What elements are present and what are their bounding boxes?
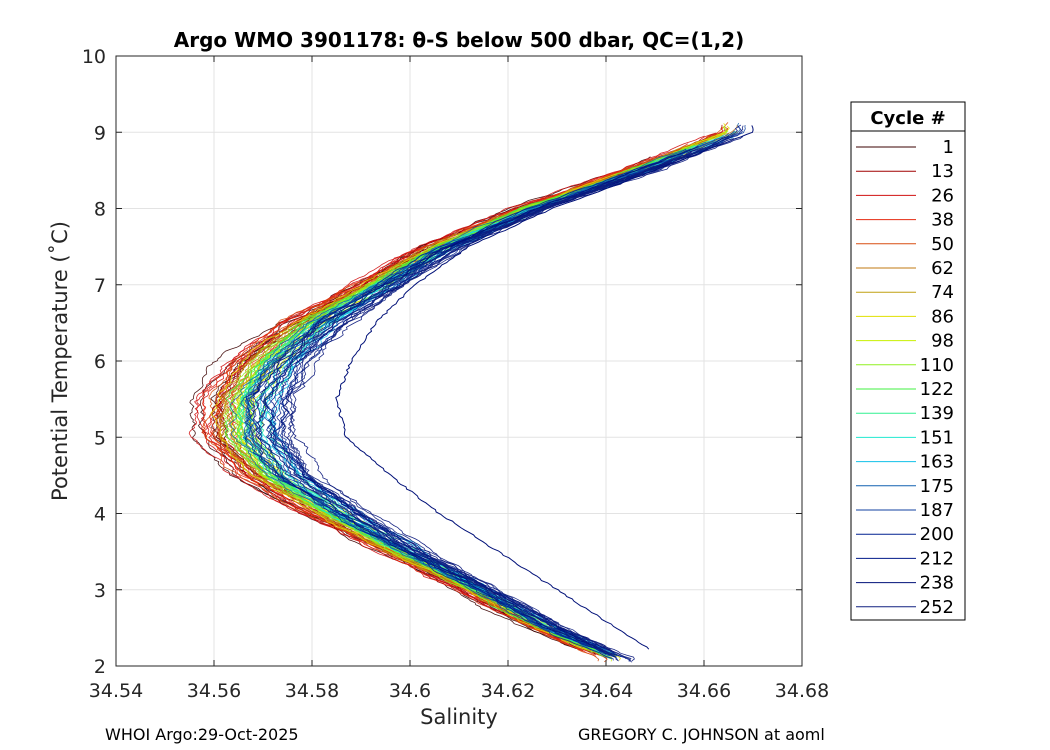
legend-label: 163 [920, 452, 954, 473]
legend-label: 50 [931, 234, 954, 255]
profile-line [201, 134, 711, 662]
profile-line [282, 153, 698, 662]
legend-label: 1 [943, 137, 954, 158]
legend-title: Cycle # [870, 108, 945, 129]
y-axis-label: Potential Temperature (˚C) [48, 221, 72, 501]
y-tick-label: 10 [82, 46, 106, 68]
y-tick-label: 4 [94, 504, 106, 526]
x-tick-label: 34.62 [481, 680, 535, 702]
x-tick-label: 34.58 [285, 680, 339, 702]
profile-line [231, 151, 686, 646]
legend-label: 86 [931, 306, 954, 327]
profile-line [266, 160, 673, 659]
profile-line [244, 160, 663, 661]
profile-line [201, 147, 684, 658]
legend-label: 252 [920, 597, 954, 618]
legend-box [850, 101, 966, 621]
y-tick-label: 9 [94, 122, 106, 144]
x-tick-label: 34.54 [89, 680, 143, 702]
y-tick-label: 6 [94, 351, 106, 373]
legend-label: 62 [931, 258, 954, 279]
legend-label: 122 [920, 379, 954, 400]
footer-author: GREGORY C. JOHNSON at aoml [578, 725, 825, 744]
x-ticks: 34.54 34.56 34.58 34.6 34.62 34.64 34.66 34.68 [89, 56, 829, 702]
y-ticks: 2 3 4 5 6 7 8 9 10 [82, 46, 802, 678]
legend-items: 1 13 26 38 50 62 74 86 98 110 122 139 151 163 175 187 20… [856, 137, 954, 618]
x-axis-label: Salinity [420, 705, 498, 729]
x-tick-label: 34.66 [677, 680, 731, 702]
profile-lines [188, 122, 754, 663]
legend-label: 38 [931, 210, 954, 231]
y-tick-label: 5 [94, 427, 106, 449]
x-tick-label: 34.6 [389, 680, 431, 702]
legend-label: 212 [920, 548, 954, 569]
profile-line [252, 146, 699, 662]
y-tick-label: 3 [94, 580, 106, 602]
chart-title: Argo WMO 3901178: θ-S below 500 dbar, QC… [174, 28, 744, 52]
profile-line [254, 154, 683, 655]
legend-label: 187 [920, 500, 954, 521]
x-tick-label: 34.64 [579, 680, 633, 702]
x-tick-label: 34.68 [775, 680, 829, 702]
footer-date: WHOI Argo:29-Oct-2025 [105, 725, 299, 744]
profile-line [255, 136, 730, 648]
legend-label: 110 [920, 355, 954, 376]
legend-label: 175 [920, 476, 954, 497]
profile-line [238, 144, 700, 657]
legend-label: 98 [931, 331, 954, 352]
legend-label: 151 [920, 427, 954, 448]
legend-label: 74 [931, 282, 954, 303]
legend-label: 238 [920, 573, 954, 594]
y-tick-label: 2 [94, 656, 106, 678]
profile-line [287, 135, 733, 663]
plot-area: 34.54 34.56 34.58 34.6 34.62 34.64 34.66 34.68 … [82, 46, 829, 702]
legend-label: 139 [920, 403, 954, 424]
legend-label: 26 [931, 185, 954, 206]
y-tick-label: 8 [94, 199, 106, 221]
profile-line [218, 131, 724, 653]
y-tick-label: 7 [94, 275, 106, 297]
profile-line-outlier [335, 125, 754, 650]
profile-line [240, 155, 674, 658]
legend: Cycle # 1 13 26 38 50 62 74 86 98 110 122 139 151 163… [850, 101, 966, 621]
legend-label: 13 [931, 161, 954, 182]
profile-line [284, 138, 735, 648]
legend-label: 200 [920, 524, 954, 545]
x-tick-label: 34.56 [187, 680, 241, 702]
